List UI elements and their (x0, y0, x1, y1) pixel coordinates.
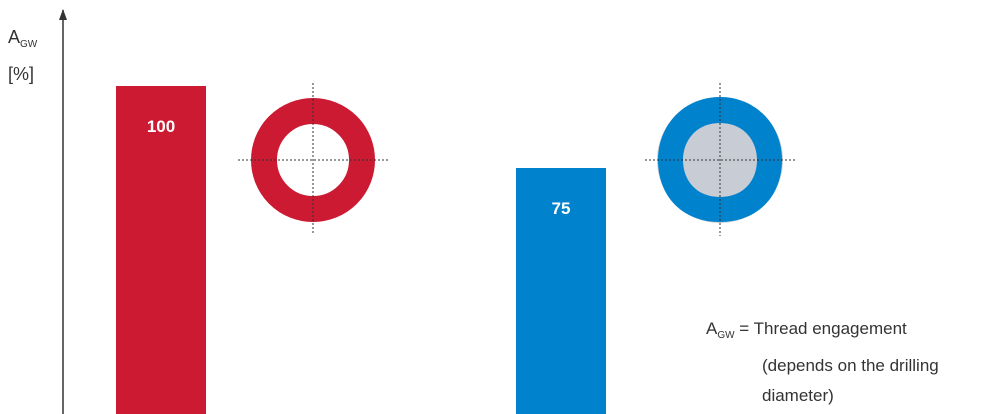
bar-2-value-label: 75 (552, 199, 571, 218)
trilobular-ring (658, 97, 782, 222)
y-axis-label-unit: [%] (8, 64, 35, 84)
annotation-line-2: (depends on the drilling (762, 356, 939, 375)
bars-group (116, 86, 606, 414)
bar-1-value-label: 100 (147, 117, 175, 136)
bar-2 (516, 168, 606, 414)
y-axis-label-subscript: GW (20, 39, 38, 50)
annotation-symbol: A (706, 319, 718, 338)
bar-1 (116, 86, 206, 414)
annotation-equals: = (734, 319, 754, 338)
annotation-line-3: diameter) (762, 386, 834, 405)
y-axis-arrow (59, 9, 67, 20)
data-labels-group: 100 75 (147, 117, 571, 218)
annotation-definition: Thread engagement (753, 319, 907, 338)
thread-engagement-annotation: AGW = Thread engagement (depends on the … (706, 314, 939, 411)
trilobular-cross-section (645, 83, 796, 236)
y-axis-label: AGW [%] (8, 26, 37, 85)
annotation-line-1: AGW = Thread engagement (706, 314, 939, 351)
round-hole-cross-section (238, 83, 388, 234)
annotation-subscript: GW (717, 330, 735, 341)
y-axis-label-symbol: A (8, 27, 21, 47)
